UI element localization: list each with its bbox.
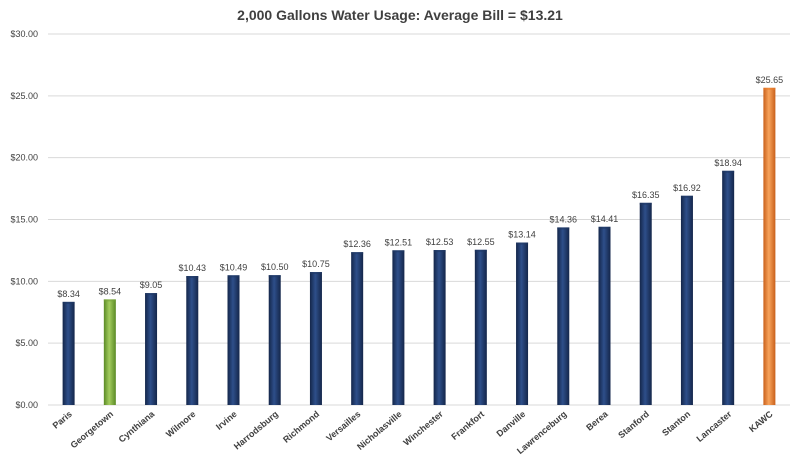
- bar-kawc: [763, 87, 776, 406]
- data-label: $14.36: [550, 214, 578, 224]
- category-label: Frankfort: [449, 409, 486, 442]
- bar-versailles: [351, 252, 364, 405]
- bar-danville: [516, 242, 529, 405]
- data-label: $12.55: [467, 237, 495, 247]
- y-tick-label: $15.00: [10, 215, 38, 225]
- bar-lancaster: [722, 170, 735, 405]
- category-label: Danville: [494, 409, 527, 439]
- bar-frankfort: [474, 249, 487, 405]
- data-label: $10.75: [302, 259, 330, 269]
- category-label: Harrodsburg: [232, 409, 280, 452]
- bar-cap: [680, 195, 693, 198]
- bars: [62, 87, 776, 406]
- y-tick-label: $5.00: [15, 338, 38, 348]
- y-tick-label: $10.00: [10, 276, 38, 286]
- data-label: $18.94: [714, 158, 742, 168]
- y-tick-label: $25.00: [10, 91, 38, 101]
- data-label: $9.05: [140, 280, 163, 290]
- bar-cap: [639, 202, 652, 205]
- data-label: $16.92: [673, 183, 701, 193]
- category-label: Georgetown: [68, 409, 115, 450]
- bar-harrodsburg: [268, 275, 281, 405]
- data-label: $12.51: [385, 237, 413, 247]
- bar-winchester: [433, 250, 446, 405]
- y-tick-label: $20.00: [10, 153, 38, 163]
- y-axis-ticks: $0.00 $5.00 $10.00 $15.00 $20.00 $25.00 $30.00: [10, 29, 38, 410]
- category-label: Lancaster: [694, 409, 733, 444]
- bar-irvine: [227, 275, 240, 405]
- y-tick-label: $30.00: [10, 29, 38, 39]
- data-label: $12.36: [343, 239, 371, 249]
- bar-cap: [516, 242, 529, 245]
- data-label: $8.34: [57, 289, 80, 299]
- category-label: Nicholasville: [355, 409, 404, 452]
- bar-cap: [433, 250, 446, 253]
- data-label: $16.35: [632, 190, 660, 200]
- bar-stanford: [639, 202, 652, 405]
- data-label: $8.54: [99, 286, 122, 296]
- bar-nicholasville: [392, 250, 405, 405]
- bar-cynthiana: [145, 293, 158, 405]
- bar-cap: [186, 276, 199, 279]
- bar-berea: [598, 226, 611, 405]
- bar-cap: [557, 227, 570, 230]
- category-label: KAWC: [747, 409, 775, 435]
- category-label: Wilmore: [164, 409, 198, 439]
- data-label: $10.43: [179, 263, 207, 273]
- data-labels: $8.34 $8.54 $9.05 $10.43 $10.49 $10.50 $10.75 $…: [57, 75, 783, 299]
- bar-cap: [227, 275, 240, 278]
- bar-cap: [351, 252, 364, 255]
- bar-cap: [103, 299, 116, 302]
- category-label: Paris: [51, 409, 74, 431]
- bar-cap: [309, 272, 322, 275]
- bar-lawrenceburg: [557, 227, 570, 405]
- category-label: Berea: [584, 408, 610, 432]
- data-label: $13.14: [508, 230, 536, 240]
- chart-title: 2,000 Gallons Water Usage: Average Bill …: [237, 7, 563, 23]
- bar-cap: [145, 293, 158, 296]
- category-label: Versailles: [324, 409, 362, 443]
- bar-cap: [474, 249, 487, 252]
- category-label: Stanford: [616, 409, 651, 440]
- bar-paris: [62, 301, 75, 405]
- bar-cap: [392, 250, 405, 253]
- bar-richmond: [309, 272, 322, 405]
- category-label: Richmond: [281, 409, 321, 445]
- bar-cap: [62, 301, 75, 304]
- data-label: $12.53: [426, 237, 454, 247]
- bar-wilmore: [186, 276, 199, 405]
- bar-stanton: [680, 195, 693, 405]
- data-label: $25.65: [756, 75, 784, 85]
- gridlines: [48, 33, 790, 406]
- bar-cap: [763, 87, 776, 90]
- data-label: $10.50: [261, 262, 289, 272]
- bar-cap: [598, 226, 611, 229]
- data-label: $10.49: [220, 262, 248, 272]
- bar-cap: [722, 170, 735, 173]
- y-tick-label: $0.00: [15, 400, 38, 410]
- category-label: Stanton: [660, 409, 692, 438]
- bar-georgetown: [103, 299, 116, 405]
- bar-cap: [268, 275, 281, 278]
- category-label: Cynthiana: [117, 408, 158, 444]
- category-label: Irvine: [214, 409, 239, 432]
- data-label: $14.41: [591, 214, 619, 224]
- category-label: Winchester: [401, 409, 445, 448]
